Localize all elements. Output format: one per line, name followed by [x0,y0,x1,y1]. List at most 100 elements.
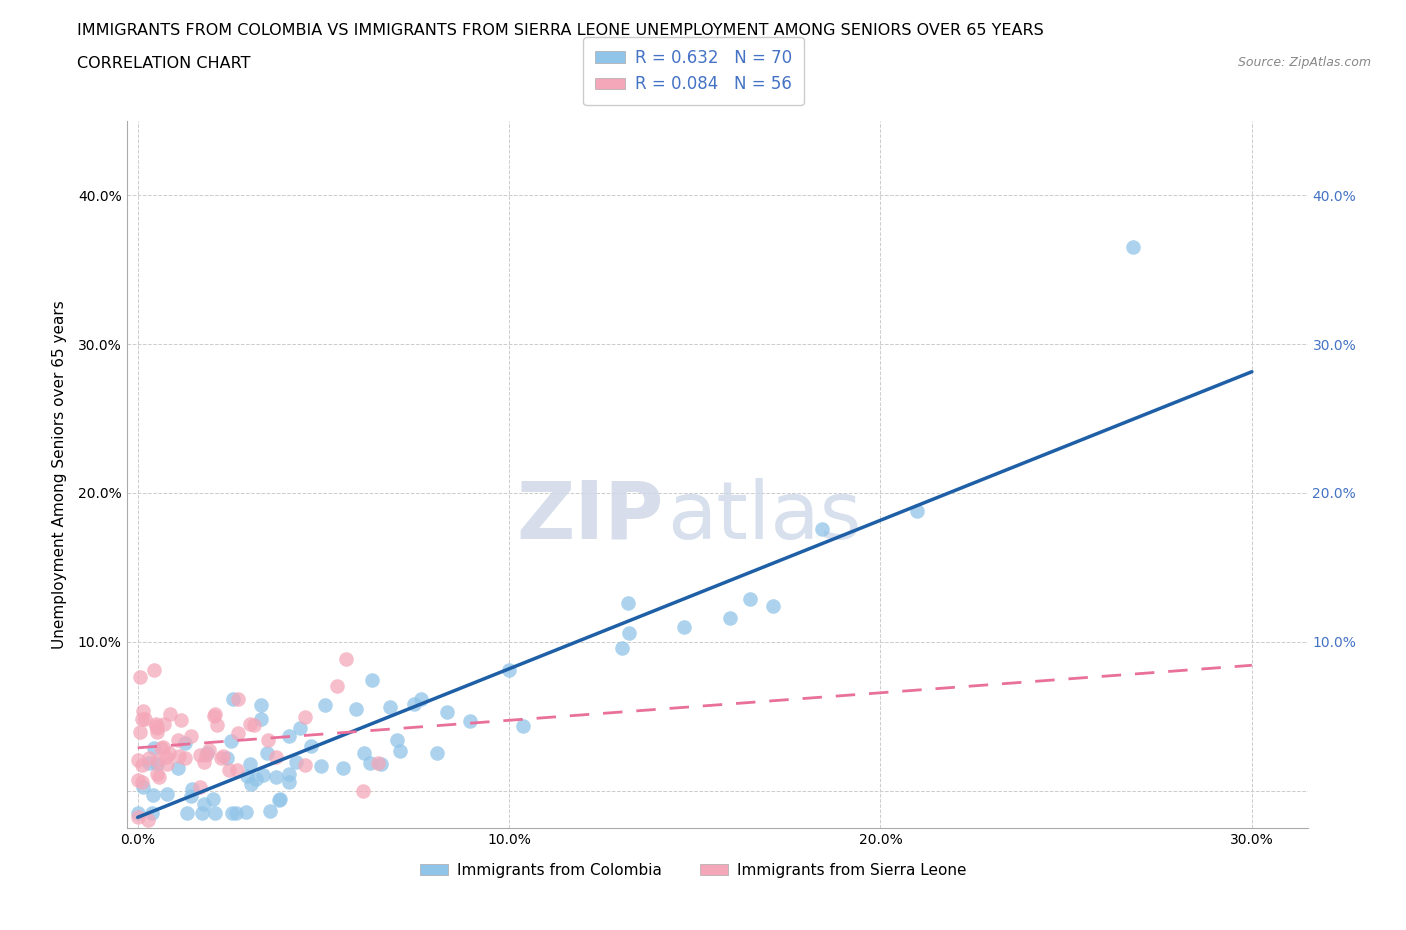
Point [142,788,165,803]
Point [153,717,176,732]
Point [284,754,307,769]
Point [226,725,249,740]
Point [167,748,190,763]
Point [138,751,160,765]
Point [167,733,190,748]
Point [145,724,167,739]
Point [180,728,202,743]
Point [226,691,249,706]
Point [195,745,218,760]
Point [264,770,287,785]
Point [127,810,149,825]
Point [370,757,392,772]
Point [294,757,316,772]
Point [134,711,156,726]
Point [145,766,167,781]
Point [138,755,160,770]
Point [150,740,173,755]
Point [127,805,149,820]
Point [335,652,357,667]
Text: CORRELATION CHART: CORRELATION CHART [77,56,250,71]
Point [352,784,374,799]
Text: ZIP: ZIP [516,478,664,556]
Point [181,781,204,796]
Point [367,755,389,770]
Point [127,773,149,788]
Point [195,747,218,762]
Point [221,805,243,820]
Legend: Immigrants from Colombia, Immigrants from Sierra Leone: Immigrants from Colombia, Immigrants fro… [415,857,973,884]
Point [314,698,336,712]
Point [1122,240,1144,255]
Point [152,739,174,754]
Point [141,805,163,820]
Point [156,787,179,802]
Point [132,704,155,719]
Point [131,775,153,790]
Point [204,706,226,721]
Point [190,805,212,820]
Point [156,757,179,772]
Point [243,718,266,733]
Point [278,775,301,790]
Point [512,719,534,734]
Point [225,805,247,820]
Point [131,757,153,772]
Point [235,804,257,819]
Point [205,717,228,732]
Point [617,626,640,641]
Point [353,746,375,761]
Point [202,791,225,806]
Point [426,746,449,761]
Point [146,757,169,772]
Point [167,761,190,776]
Point [209,751,232,765]
Text: IMMIGRANTS FROM COLOMBIA VS IMMIGRANTS FROM SIERRA LEONE UNEMPLOYMENT AMONG SENI: IMMIGRANTS FROM COLOMBIA VS IMMIGRANTS F… [77,23,1045,38]
Point [159,707,181,722]
Point [202,709,225,724]
Point [256,732,278,747]
Point [359,755,381,770]
Point [402,697,425,711]
Text: atlas: atlas [668,478,862,556]
Point [148,769,170,784]
Point [193,754,215,769]
Point [132,779,155,794]
Point [740,591,762,606]
Point [245,771,267,786]
Point [212,748,235,763]
Point [198,743,221,758]
Point [498,662,520,677]
Point [411,692,433,707]
Point [174,751,197,765]
Point [811,522,834,537]
Point [155,750,177,764]
Point [190,747,212,762]
Point [239,757,262,772]
Point [215,751,238,765]
Point [222,692,245,707]
Point [142,740,165,755]
Point [905,503,928,518]
Point [278,728,301,743]
Point [146,753,169,768]
Point [378,699,401,714]
Point [387,733,409,748]
Text: Source: ZipAtlas.com: Source: ZipAtlas.com [1237,56,1371,69]
Point [128,725,150,740]
Point [145,718,167,733]
Point [269,791,291,806]
Point [389,743,412,758]
Point [218,763,240,777]
Point [277,766,299,781]
Point [225,763,247,777]
Point [143,663,166,678]
Point [673,619,696,634]
Point [250,712,273,727]
Point [157,746,180,761]
Point [236,769,259,784]
Point [259,804,281,818]
Point [146,721,169,736]
Point [718,611,741,626]
Point [264,750,287,764]
